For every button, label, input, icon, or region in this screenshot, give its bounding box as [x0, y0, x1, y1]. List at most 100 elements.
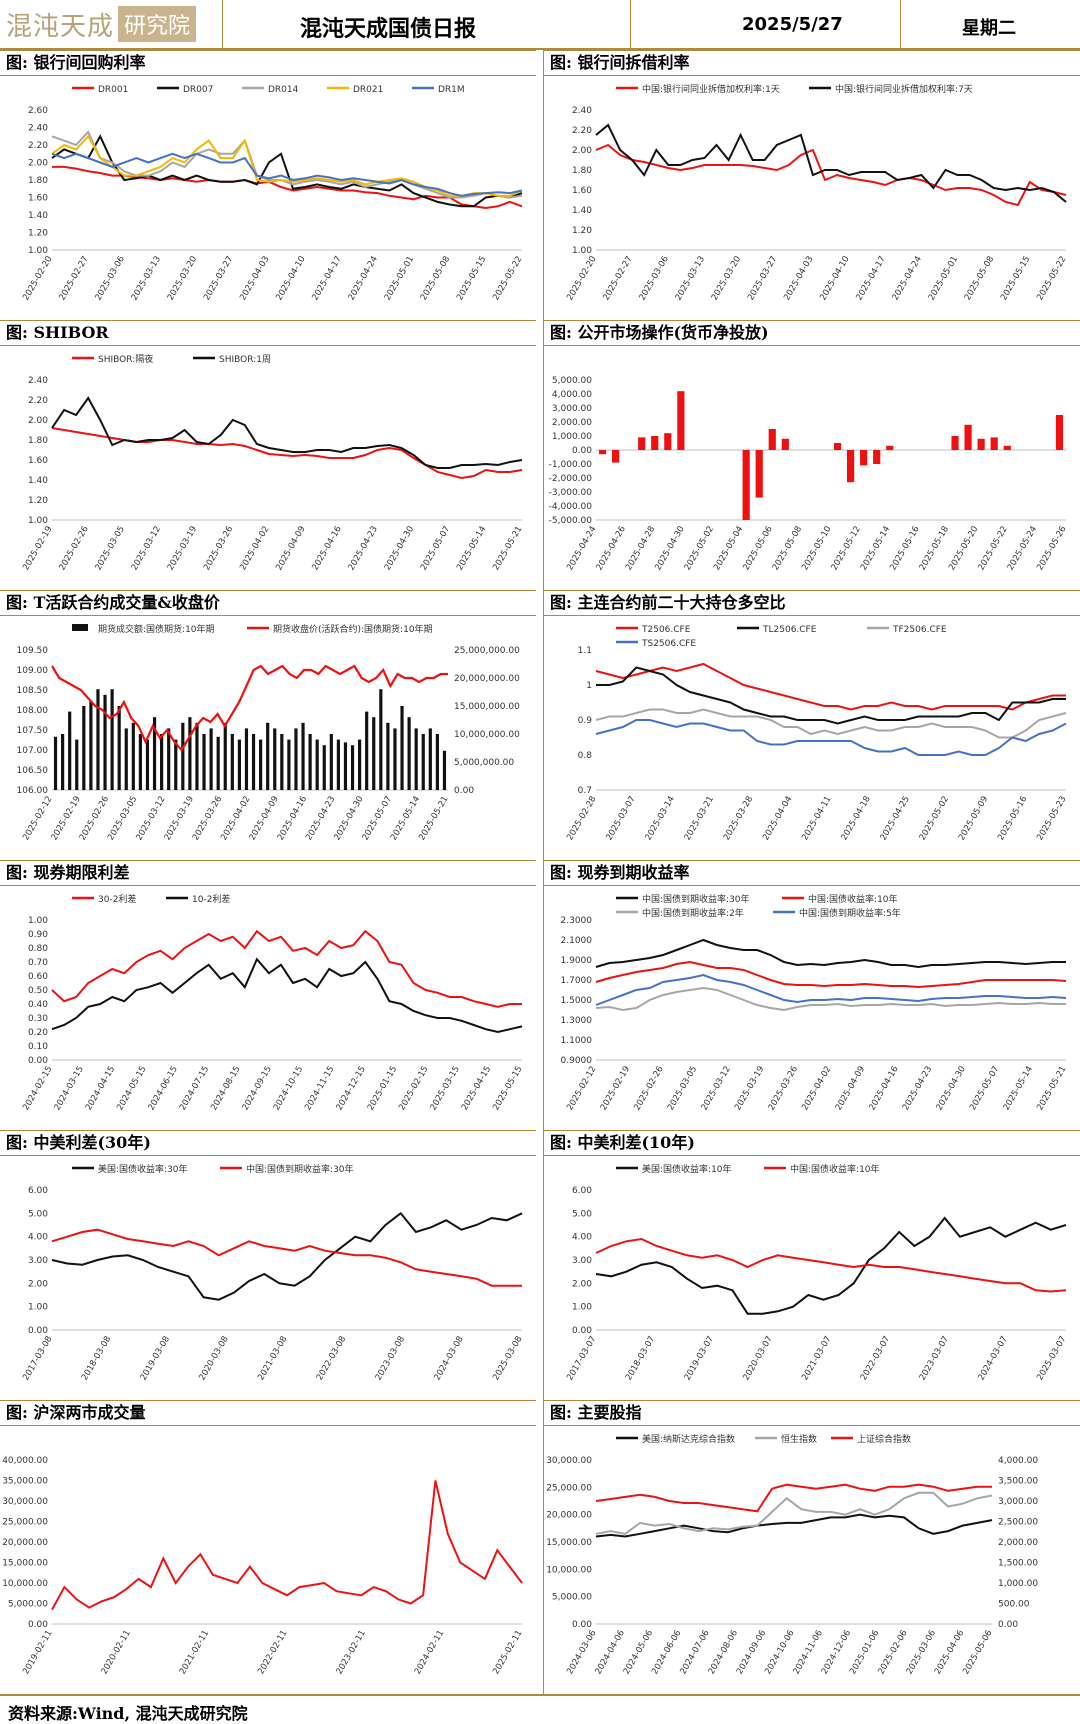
x-tick-label: 2025-04-18: [839, 795, 872, 843]
chart-area: 美国:纳斯达克综合指数 恒生指数 上证综合指数 30,000.00 25,000.00 2…: [544, 1426, 1080, 1694]
y-tick-label: 106.50: [17, 766, 49, 776]
x-tick-label: 2025-05-20: [947, 525, 980, 573]
chart-area: DR001 DR007 DR014 DR021 DR1M 2.60 2.40 2.20 2.00…: [0, 76, 536, 320]
chart-title: 图: T活跃合约成交量&收盘价: [0, 590, 536, 616]
volume-bar: [435, 734, 439, 790]
bar: [611, 450, 620, 463]
x-tick-label: 2025-04-17: [310, 255, 343, 303]
x-tick-label: 2025-05-01: [927, 255, 960, 303]
volume-bar: [96, 689, 100, 790]
x-tick-label: 2019-03-08: [139, 1335, 172, 1383]
y-tick-label: 2.1000: [561, 936, 593, 946]
x-tick-label: 2025-03-06: [905, 1629, 938, 1677]
x-tick-label: 2023-02-11: [335, 1629, 368, 1677]
report-title: 混沌天成国债日报: [300, 16, 477, 42]
x-tick-label: 2025-03-19: [163, 795, 196, 843]
x-tick-label: 2025-04-17: [854, 255, 887, 303]
x-tick-label: 2025-03-07: [604, 795, 637, 843]
y-tick-label: 0.7: [578, 786, 592, 796]
y-tick-label: 0.40: [28, 1000, 48, 1010]
volume-bar: [82, 706, 86, 790]
volume-bar: [280, 734, 284, 790]
y2-tick-label: 10,000,000.00: [454, 730, 520, 740]
bar: [964, 424, 972, 450]
x-tick-label: 2024-11-06: [792, 1629, 825, 1677]
x-tick-label: 2025-03-13: [674, 255, 707, 303]
chart-title: 图: 沪深两市成交量: [0, 1400, 536, 1426]
series-line: [595, 973, 1067, 1006]
x-tick-label: 2025-04-16: [310, 525, 343, 573]
chart-panel: 图: 中美利差(10年) 美国:国债收益率:10年 中国:国债收益率:10年 6.00…: [544, 1130, 1080, 1400]
volume-bar: [117, 706, 121, 790]
chart-svg: 30-2利差 10-2利差 1.00 0.90 0.80 0.70 0.60 0.50 0.40…: [21, 893, 524, 1112]
bar: [742, 450, 750, 520]
y-tick-label: 0.00: [28, 1620, 48, 1630]
y-tick-label: 1.80: [28, 436, 48, 446]
y-tick-label: 1.00: [28, 246, 48, 256]
x-tick-label: 2025-05-14: [455, 525, 488, 573]
chart-title: 图: 公开市场操作(货币净投放): [544, 320, 1080, 346]
y-tick-label: 1.20: [572, 226, 592, 236]
series-line: [51, 130, 523, 199]
y-tick-label: 106.00: [17, 786, 49, 796]
legend-label: SHIBOR:隔夜: [98, 353, 153, 365]
volume-bar: [414, 728, 418, 790]
x-tick-label: 2025-03-08: [491, 1335, 524, 1383]
legend-label: 美国:国债收益率:10年: [642, 1163, 732, 1175]
bar: [1003, 445, 1011, 450]
chart-title: 图: 现券期限利差: [0, 860, 536, 886]
y-tick-label: 2,000.00: [552, 418, 592, 428]
series-line: [51, 427, 523, 480]
series-line: [595, 1491, 993, 1535]
x-tick-label: 2024-09-06: [735, 1629, 768, 1677]
volume-bar: [322, 745, 326, 790]
chart-panel: 图: 中美利差(30年) 美国:国债收益率:30年 中国:国债到期收益率:30年 6.…: [0, 1130, 536, 1400]
y-tick-label: 0.50: [28, 986, 48, 996]
bar: [846, 450, 855, 483]
y-tick-label: 2.00: [28, 159, 48, 169]
y-tick-label: 1.80: [572, 166, 592, 176]
y-tick-label: 3.00: [572, 1256, 592, 1266]
volume-bar: [301, 722, 305, 790]
x-tick-label: 2021-02-11: [178, 1629, 211, 1677]
report-header: 混沌天成 研究院 混沌天成国债日报 2025/5/27 星期二: [0, 0, 1080, 50]
x-tick-label: 2025-04-23: [347, 525, 380, 573]
chart-panel: 图: 银行间拆借利率 中国:银行间同业拆借加权利率:1天 中国:银行间同业拆借加权利…: [544, 50, 1080, 320]
y-tick-label: 25,000.00: [546, 1483, 592, 1493]
volume-bar: [336, 739, 340, 790]
y-tick-label: 0.00: [28, 1326, 48, 1336]
series-line: [596, 666, 1066, 725]
x-tick-label: 2025-04-09: [248, 795, 281, 843]
volume-bar: [110, 689, 114, 790]
x-tick-label: 2020-03-08: [197, 1335, 230, 1383]
chart-area: 5,000.00 4,000.00 3,000.00 2,000.00 1,000.00…: [544, 346, 1080, 590]
y-tick-label: 0.60: [28, 972, 48, 982]
x-tick-label: 2025-04-24: [891, 255, 924, 303]
x-tick-label: 2025-04-03: [782, 255, 815, 303]
x-tick-label: 2025-03-28: [722, 795, 755, 843]
volume-bar: [160, 734, 164, 790]
x-tick-label: 2025-03-26: [202, 525, 235, 573]
chart-svg: 美国:纳斯达克综合指数 恒生指数 上证综合指数 30,000.00 25,000.00 2…: [546, 1433, 1038, 1677]
legend-label: 10-2利差: [192, 893, 230, 905]
y-tick-label: 10,000.00: [546, 1565, 592, 1575]
bar: [638, 437, 646, 450]
x-tick-label: 2025-05-12: [830, 525, 863, 573]
series-line: [51, 152, 523, 197]
chart-area: T2506.CFE TL2506.CFE TF2506.CFE TS2506.CFE 1…: [544, 616, 1080, 860]
x-tick-label: 2025-02-19: [21, 525, 54, 573]
legend-label: 中国:国债收益率:10年: [808, 893, 898, 905]
series-line: [595, 1513, 993, 1538]
chart-area: 中国:银行间同业拆借加权利率:1天 中国:银行间同业拆借加权利率:7天 2.40 2.…: [544, 76, 1080, 320]
series-line: [595, 960, 1067, 989]
y-tick-label: 4.00: [28, 1233, 48, 1243]
x-tick-label: 2025-04-30: [332, 795, 365, 843]
x-tick-label: 2025-04-24: [347, 255, 380, 303]
y-tick-label: 0.8: [578, 751, 593, 761]
legend-swatch: [72, 624, 88, 631]
x-tick-label: 2025-04-23: [901, 1065, 934, 1113]
y-tick-label: 2.20: [28, 396, 48, 406]
chart-area: 期货成交额:国债期货:10年期 期货收盘价(活跃合约):国债期货:10年期 109.…: [0, 616, 536, 860]
series-line: [595, 1216, 1067, 1315]
volume-bar: [188, 717, 192, 790]
